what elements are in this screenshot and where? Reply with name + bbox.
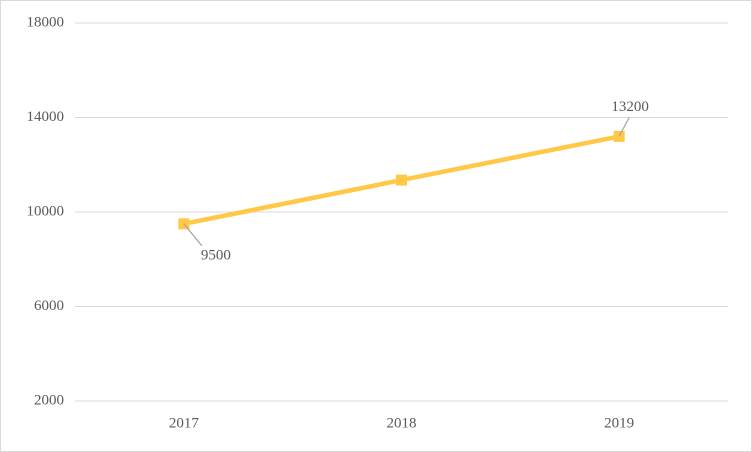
y-tick-label: 10000 — [27, 203, 65, 219]
x-tick-label: 2019 — [604, 415, 634, 431]
leader-line — [618, 117, 630, 137]
y-tick-label: 2000 — [34, 392, 64, 408]
data-label: 13200 — [611, 99, 649, 115]
y-tick-label: 18000 — [27, 14, 65, 30]
x-tick-label: 2017 — [169, 415, 200, 431]
x-tick-label: 2018 — [387, 415, 417, 431]
y-tick-label: 14000 — [27, 109, 65, 125]
y-tick-label: 6000 — [34, 298, 64, 314]
marker — [396, 174, 407, 186]
data-label: 9500 — [201, 247, 231, 263]
leader-line — [183, 223, 203, 247]
